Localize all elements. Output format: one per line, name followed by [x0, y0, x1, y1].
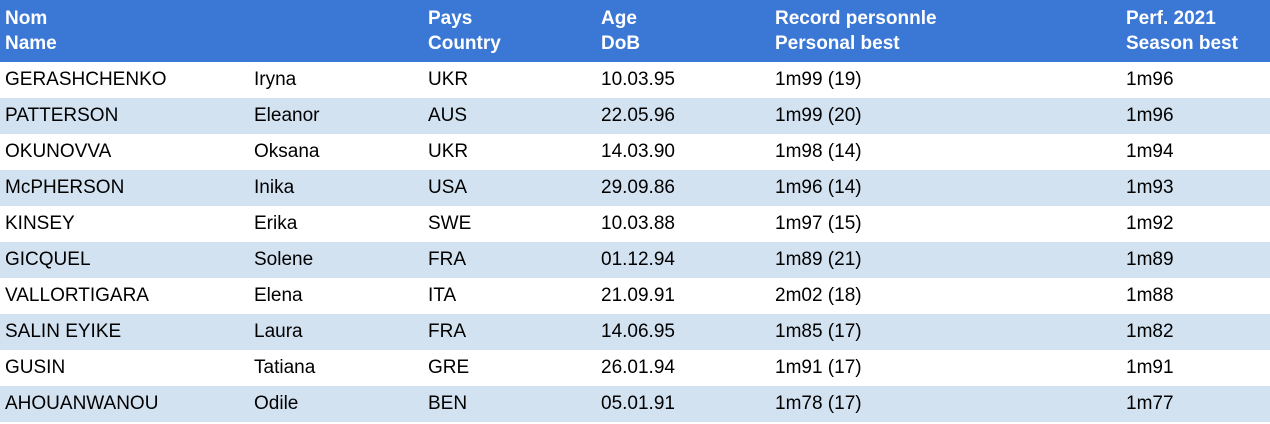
table-row: SALIN EYIKE Laura FRA 14.06.95 1m85 (17) 1m82: [0, 314, 1270, 350]
header-text: Season best: [1126, 33, 1238, 54]
table-cell: 1m99 (19): [775, 69, 862, 90]
table-row: VALLORTIGARA Elena ITA 21.09.91 2m02 (18) 1m8…: [0, 278, 1270, 314]
table-cell: 10.03.95: [601, 69, 675, 90]
table-cell: USA: [428, 177, 468, 198]
table-row: OKUNOVVA Oksana UKR 14.03.90 1m98 (14) 1m94: [0, 134, 1270, 170]
table-cell: 01.12.94: [601, 249, 675, 270]
table-cell: GERASHCHENKO: [5, 69, 167, 90]
table-cell: 1m89: [1126, 249, 1174, 270]
table-cell: KINSEY: [5, 213, 75, 234]
header-text: Pays: [428, 8, 473, 29]
table-cell: 1m93: [1126, 177, 1174, 198]
table-cell: 1m85 (17): [775, 321, 862, 342]
table-row: McPHERSON Inika USA 29.09.86 1m96 (14) 1m93: [0, 170, 1270, 206]
table-cell: 1m99 (20): [775, 105, 862, 126]
table-row: AHOUANWANOU Odile BEN 05.01.91 1m78 (17) 1m77: [0, 386, 1270, 422]
table-cell: VALLORTIGARA: [5, 285, 149, 306]
table-cell: GRE: [428, 357, 470, 378]
table-cell: 1m96 (14): [775, 177, 862, 198]
table-cell: 1m92: [1126, 213, 1174, 234]
table-cell: 1m82: [1126, 321, 1174, 342]
table-cell: 10.03.88: [601, 213, 675, 234]
table-cell: Iryna: [254, 69, 297, 90]
table-cell: 1m97 (15): [775, 213, 862, 234]
table-cell: ITA: [428, 285, 457, 306]
table-cell: AUS: [428, 105, 468, 126]
table-cell: 22.05.96: [601, 105, 675, 126]
table-cell: 14.03.90: [601, 141, 675, 162]
header-cell: Age DoB: [601, 6, 640, 56]
table-cell: AHOUANWANOU: [5, 393, 159, 414]
table-cell: Eleanor: [254, 105, 320, 126]
table-cell: 1m77: [1126, 393, 1174, 414]
table-cell: FRA: [428, 249, 466, 270]
table-cell: Laura: [254, 321, 303, 342]
table-cell: Inika: [254, 177, 295, 198]
table-cell: PATTERSON: [5, 105, 119, 126]
table-cell: 1m96: [1126, 69, 1174, 90]
table-cell: UKR: [428, 141, 469, 162]
table-cell: Odile: [254, 393, 299, 414]
table-cell: 1m96: [1126, 105, 1174, 126]
table-cell: 05.01.91: [601, 393, 675, 414]
table-cell: 1m91: [1126, 357, 1174, 378]
table-cell: 21.09.91: [601, 285, 675, 306]
table-cell: Elena: [254, 285, 303, 306]
header-cell: Pays Country: [428, 6, 501, 56]
table-cell: 2m02 (18): [775, 285, 862, 306]
table-cell: GUSIN: [5, 357, 66, 378]
header-text: DoB: [601, 33, 641, 54]
table-cell: 29.09.86: [601, 177, 675, 198]
header-cell: Record personnle Personal best: [775, 6, 937, 56]
table-cell: GICQUEL: [5, 249, 91, 270]
table-cell: UKR: [428, 69, 469, 90]
table-cell: Solene: [254, 249, 314, 270]
table-cell: Tatiana: [254, 357, 316, 378]
table-cell: SALIN EYIKE: [5, 321, 122, 342]
header-text: Perf. 2021: [1126, 8, 1216, 29]
table-cell: 14.06.95: [601, 321, 675, 342]
header-row: Nom Name Pays Country Age DoB Record personnle…: [0, 0, 1270, 62]
table-cell: OKUNOVVA: [5, 141, 112, 162]
header-text: Personal best: [775, 33, 900, 54]
table-row: PATTERSON Eleanor AUS 22.05.96 1m99 (20) 1m96: [0, 98, 1270, 134]
table-row: GERASHCHENKO Iryna UKR 10.03.95 1m99 (19) 1m9…: [0, 62, 1270, 98]
header-text: Nom: [5, 8, 48, 29]
header-text: Record personnle: [775, 8, 937, 29]
header-text: Name: [5, 33, 57, 54]
table-cell: 1m91 (17): [775, 357, 862, 378]
table-cell: 26.01.94: [601, 357, 675, 378]
table-cell: SWE: [428, 213, 472, 234]
header-text: Country: [428, 33, 501, 54]
table-cell: BEN: [428, 393, 468, 414]
table-cell: Erika: [254, 213, 298, 234]
table-cell: 1m94: [1126, 141, 1174, 162]
table-row: KINSEY Erika SWE 10.03.88 1m97 (15) 1m92: [0, 206, 1270, 242]
table-row: GUSIN Tatiana GRE 26.01.94 1m91 (17) 1m91: [0, 350, 1270, 386]
table-cell: 1m89 (21): [775, 249, 862, 270]
table-cell: FRA: [428, 321, 466, 342]
header-text: Age: [601, 8, 637, 29]
header-cell: Nom Name: [5, 6, 57, 56]
table-cell: 1m98 (14): [775, 141, 862, 162]
table-cell: 1m78 (17): [775, 393, 862, 414]
header-cell: Perf. 2021 Season best: [1126, 6, 1238, 56]
table-cell: 1m88: [1126, 285, 1174, 306]
table-cell: Oksana: [254, 141, 320, 162]
table-cell: McPHERSON: [5, 177, 125, 198]
table-row: GICQUEL Solene FRA 01.12.94 1m89 (21) 1m89: [0, 242, 1270, 278]
